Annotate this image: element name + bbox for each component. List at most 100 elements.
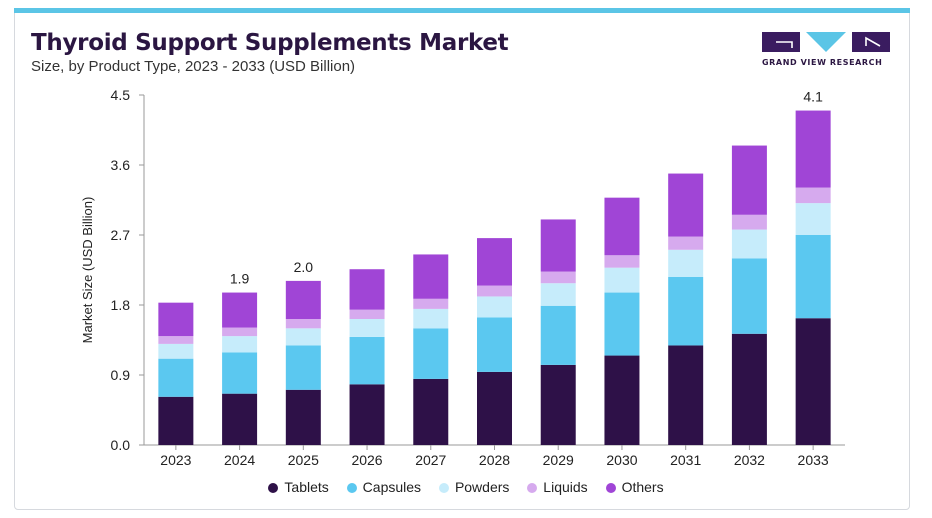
x-tick-label: 2028: [479, 452, 510, 468]
x-tick-label: 2031: [670, 452, 701, 468]
logo-right-mark: [865, 36, 881, 47]
legend-swatch-capsules: [346, 483, 357, 493]
legend-item-powders: Powders: [438, 479, 510, 495]
legend-item-capsules: Capsules: [346, 479, 422, 495]
x-tick-label: 2026: [351, 452, 382, 468]
x-tick-label: 2025: [288, 452, 319, 468]
bar-powders-2032: [731, 229, 767, 259]
bar-capsules-2031: [668, 277, 704, 346]
bar-tablets-2024: [222, 393, 258, 445]
bar-tablets-2023: [158, 396, 194, 445]
bar-powders-2024: [222, 336, 258, 353]
bar-powders-2029: [540, 283, 576, 306]
bar-tablets-2026: [349, 384, 385, 445]
bar-others-2033: [795, 110, 831, 188]
bar-others-2025: [285, 280, 321, 319]
legend-label: Tablets: [284, 479, 329, 495]
y-tick-label: 3.6: [111, 157, 131, 173]
bar-tablets-2031: [668, 345, 704, 445]
bar-powders-2030: [604, 267, 640, 293]
bar-liquids-2032: [731, 214, 767, 230]
bar-capsules-2026: [349, 336, 385, 385]
bar-liquids-2029: [540, 271, 576, 284]
bar-powders-2026: [349, 319, 385, 337]
legend-label: Others: [621, 479, 664, 495]
legend-label: Capsules: [362, 479, 422, 495]
accent-bar: [14, 8, 910, 13]
data-label: 1.9: [230, 271, 250, 287]
bar-others-2032: [731, 145, 767, 215]
bar-tablets-2032: [731, 333, 767, 445]
bar-powders-2025: [285, 328, 321, 346]
y-tick-label: 0.9: [111, 367, 131, 383]
bar-capsules-2024: [222, 352, 258, 394]
x-tick-label: 2029: [543, 452, 574, 468]
logo-text: GRAND VIEW RESEARCH: [762, 58, 883, 67]
legend-swatch-others: [605, 483, 616, 493]
bar-liquids-2025: [285, 319, 321, 329]
y-tick-label: 4.5: [111, 87, 131, 103]
x-tick-label: 2027: [415, 452, 446, 468]
bar-liquids-2023: [158, 336, 194, 344]
bar-tablets-2029: [540, 364, 576, 445]
logo-chevron: [806, 32, 846, 52]
legend-swatch-liquids: [527, 483, 538, 493]
bar-others-2027: [413, 254, 449, 299]
legend: Tablets Capsules Powders Liquids Others: [0, 479, 932, 495]
bar-others-2031: [668, 173, 704, 237]
chart-subtitle: Size, by Product Type, 2023 - 2033 (USD …: [31, 58, 356, 75]
y-tick-label: 0.0: [111, 437, 131, 453]
data-label: 2.0: [294, 259, 314, 275]
legend-item-tablets: Tablets: [268, 479, 329, 495]
bar-liquids-2031: [668, 236, 704, 250]
legend-item-liquids: Liquids: [527, 479, 588, 495]
bar-liquids-2024: [222, 327, 258, 337]
bar-powders-2023: [158, 343, 194, 359]
bar-tablets-2028: [477, 371, 512, 445]
legend-swatch-powders: [438, 483, 449, 493]
bar-tablets-2030: [604, 355, 640, 445]
bar-powders-2027: [413, 308, 449, 329]
y-axis-label: Market Size (USD Billion): [80, 197, 95, 344]
bar-capsules-2023: [158, 358, 194, 397]
grand-view-research-logo: [762, 32, 890, 52]
bar-tablets-2027: [413, 378, 449, 445]
bar-tablets-2033: [795, 318, 831, 445]
bar-capsules-2025: [285, 345, 321, 390]
bar-others-2026: [349, 269, 385, 310]
x-tick-label: 2023: [160, 452, 191, 468]
x-tick-label: 2033: [798, 452, 829, 468]
bar-liquids-2026: [349, 309, 385, 319]
bar-others-2028: [477, 238, 512, 286]
chart-title: Thyroid Support Supplements Market: [31, 30, 509, 56]
bar-others-2030: [604, 197, 640, 256]
data-label: 4.1: [803, 89, 823, 105]
bar-liquids-2028: [477, 285, 512, 297]
y-tick-label: 1.8: [111, 297, 131, 313]
bar-liquids-2027: [413, 298, 449, 309]
bar-capsules-2029: [540, 305, 576, 365]
bar-others-2029: [540, 219, 576, 272]
bar-capsules-2030: [604, 292, 640, 356]
bar-liquids-2030: [604, 255, 640, 268]
bar-capsules-2032: [731, 258, 767, 334]
legend-label: Powders: [454, 479, 510, 495]
bar-powders-2031: [668, 249, 704, 277]
bar-tablets-2025: [285, 389, 321, 445]
bar-powders-2028: [477, 296, 512, 318]
logo-left-mark: [776, 41, 793, 48]
bar-capsules-2033: [795, 235, 831, 319]
legend-item-others: Others: [605, 479, 664, 495]
x-tick-label: 2024: [224, 452, 255, 468]
x-tick-label: 2030: [606, 452, 637, 468]
legend-swatch-tablets: [268, 483, 279, 493]
x-tick-label: 2032: [734, 452, 765, 468]
bar-others-2024: [222, 292, 258, 328]
bar-liquids-2033: [795, 187, 831, 204]
bar-capsules-2028: [477, 317, 512, 372]
y-tick-label: 2.7: [111, 227, 131, 243]
bar-capsules-2027: [413, 328, 449, 379]
bar-powders-2033: [795, 203, 831, 235]
logo-right-block: [852, 32, 890, 52]
